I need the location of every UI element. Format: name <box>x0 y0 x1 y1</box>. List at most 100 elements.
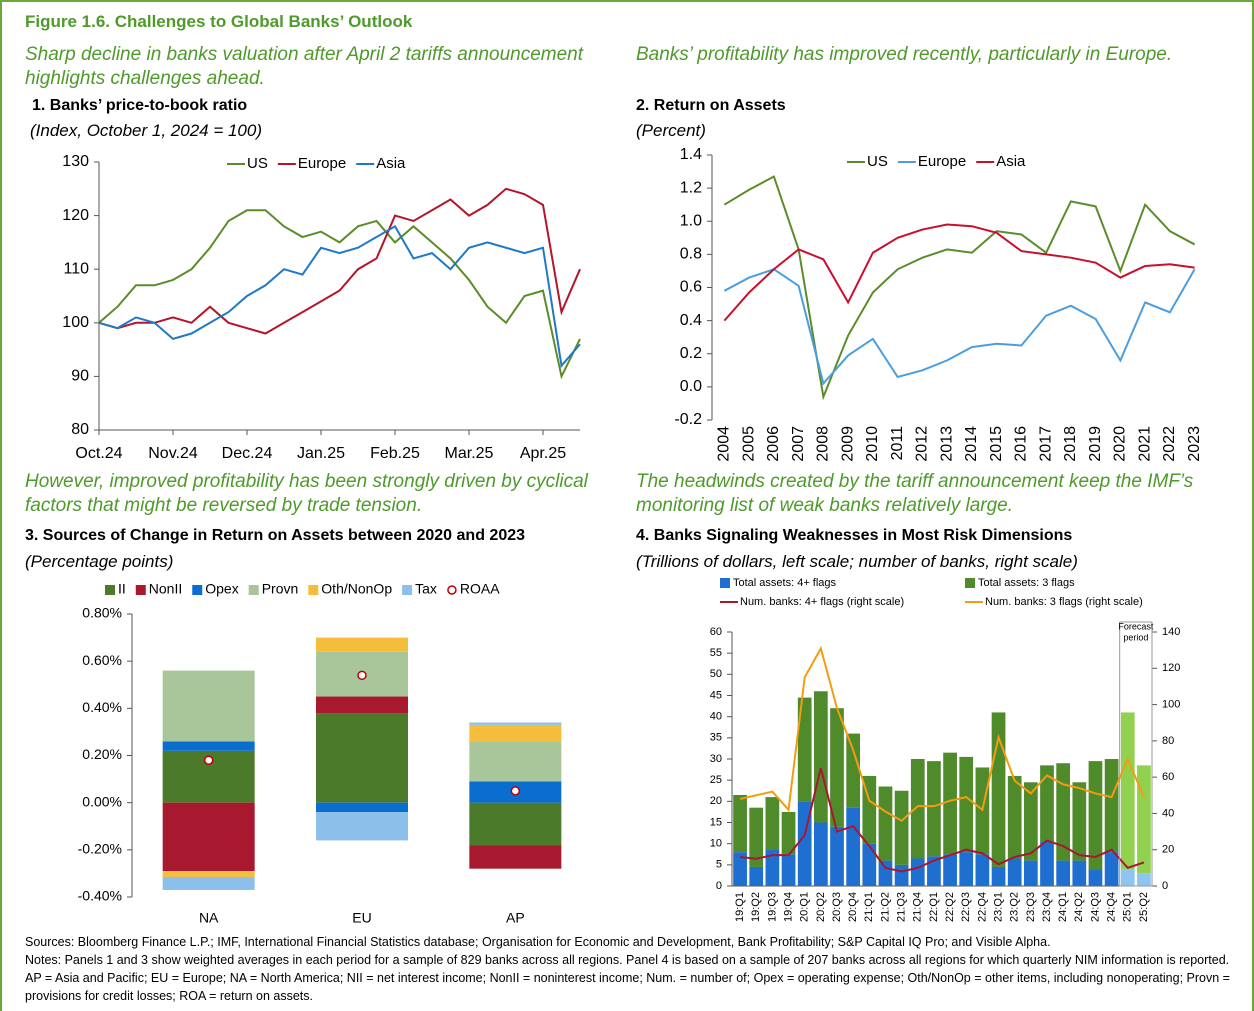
bar <box>162 741 255 751</box>
series-line <box>98 209 581 380</box>
legend-swatch <box>447 585 457 595</box>
bar <box>469 802 562 846</box>
bar <box>927 761 941 857</box>
legend-swatch <box>105 585 115 595</box>
y2-tick-label: 40 <box>1162 807 1174 819</box>
x-tick-label: 20:Q1 <box>799 892 811 922</box>
bar <box>765 797 780 851</box>
x-tick-label: 2009 <box>839 426 856 462</box>
bar <box>749 866 764 886</box>
bar <box>1137 765 1151 874</box>
x-tick-label: 2022 <box>1161 426 1178 462</box>
y-tick-label: 0.2 <box>680 345 702 362</box>
x-tick-label: 24:Q1 <box>1057 892 1069 922</box>
bar <box>797 697 812 802</box>
y-tick-label: 35 <box>710 732 722 744</box>
headline: Banks’ profitability has improved recent… <box>636 44 1173 65</box>
panel-title: 2. Return on Assets <box>636 97 786 114</box>
legend-swatch <box>308 585 319 595</box>
x-tick-label: Jan.25 <box>297 445 345 462</box>
y-tick-label: 100 <box>62 314 89 331</box>
bar <box>846 807 861 886</box>
bar <box>943 854 957 886</box>
y-tick-label: 60 <box>710 626 722 638</box>
x-tick-label: 2004 <box>716 426 733 462</box>
x-tick-label: 20:Q3 <box>831 892 843 922</box>
bar <box>316 696 408 714</box>
x-tick-label: 19:Q2 <box>750 892 762 922</box>
x-tick-label: NA <box>199 910 219 926</box>
annotation: Forecast <box>1118 621 1154 631</box>
legend-label: ROAA <box>460 581 500 597</box>
sources: Sources: Bloomberg Finance L.P.; IMF, In… <box>25 935 1051 949</box>
bar <box>162 871 255 877</box>
annotation: period <box>1123 632 1148 642</box>
bar <box>878 786 893 861</box>
x-tick-label: 2008 <box>815 426 832 462</box>
x-tick-label: 25:Q2 <box>1138 892 1150 922</box>
y-tick-label: 0.4 <box>680 312 702 329</box>
y-tick-label: 50 <box>710 668 722 680</box>
panel-unit: (Percent) <box>636 121 706 140</box>
bar <box>781 811 796 855</box>
bar <box>316 802 408 813</box>
bar <box>316 637 408 652</box>
bar <box>1072 860 1087 886</box>
x-tick-label: 22:Q3 <box>960 892 972 922</box>
legend-label: Tax <box>415 581 437 597</box>
y-tick-label: 1.2 <box>680 179 702 196</box>
x-tick-label: 23:Q1 <box>992 892 1004 922</box>
bar <box>846 733 861 808</box>
y-tick-label: 45 <box>710 689 722 701</box>
legend-label: US <box>867 153 888 170</box>
bar <box>894 790 909 865</box>
y-tick-label: 15 <box>710 816 722 828</box>
bar <box>162 876 255 890</box>
panel-title: 4. Banks Signaling Weaknesses in Most Ri… <box>636 527 1073 544</box>
panel-unit: (Trillions of dollars, left scale; numbe… <box>636 552 1078 571</box>
legend-label: II <box>118 581 126 597</box>
legend-label: Opex <box>205 581 238 597</box>
bar <box>1120 869 1135 886</box>
legend-swatch <box>135 585 146 595</box>
panel-unit: (Percentage points) <box>25 552 174 571</box>
x-tick-label: 21:Q1 <box>863 892 875 922</box>
panel-title: 1. Banks’ price-to-book ratio <box>32 97 248 114</box>
x-tick-label: 2005 <box>740 426 757 462</box>
legend-label: Europe <box>918 153 966 170</box>
x-tick-label: 2007 <box>790 426 807 462</box>
x-tick-label: Nov.24 <box>148 445 198 462</box>
y-tick-label: 55 <box>710 647 722 659</box>
x-tick-label: 2017 <box>1037 426 1054 462</box>
legend-label: Num. banks: 4+ flags (right scale) <box>740 596 904 608</box>
legend-label: Asia <box>376 155 406 172</box>
legend-swatch <box>720 578 730 588</box>
y-tick-label: 0.0 <box>680 378 702 395</box>
marker <box>357 670 367 681</box>
x-tick-label: 24:Q4 <box>1106 892 1118 922</box>
bar <box>469 741 562 782</box>
y-tick-label: 0.20% <box>82 746 122 762</box>
x-tick-label: 2019 <box>1087 426 1104 462</box>
legend-swatch <box>192 585 203 595</box>
legend-label: Total assets: 4+ flags <box>733 577 837 589</box>
bar <box>910 759 925 859</box>
x-tick-label: 19:Q1 <box>734 892 746 922</box>
bar <box>733 852 747 886</box>
panel-unit: (Index, October 1, 2024 = 100) <box>30 121 263 140</box>
marker <box>510 786 521 796</box>
bar <box>1072 782 1087 861</box>
legend-swatch <box>248 585 259 595</box>
x-tick-label: 2014 <box>963 426 980 462</box>
series-line <box>98 187 581 335</box>
bar <box>765 850 780 886</box>
headline: However, improved profitability has been… <box>25 471 588 516</box>
x-tick-label: 23:Q4 <box>1041 892 1053 922</box>
panel-title: 3. Sources of Change in Return on Assets… <box>25 527 526 544</box>
y-tick-label: 25 <box>710 774 722 786</box>
y-tick-label: 40 <box>710 711 722 723</box>
bar <box>1120 712 1135 870</box>
y-tick-label: 1.4 <box>680 146 702 163</box>
series-line <box>723 268 1196 386</box>
